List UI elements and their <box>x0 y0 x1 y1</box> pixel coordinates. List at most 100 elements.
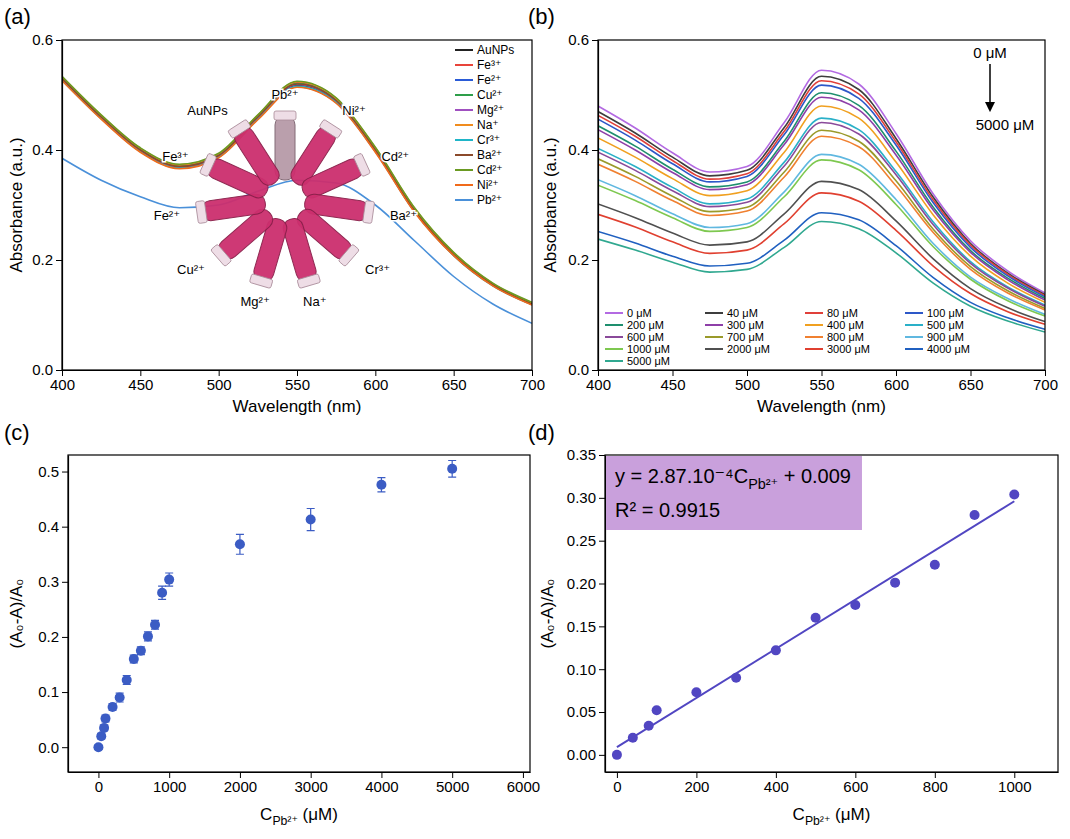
y-axis: 0.0 0.2 0.4 0.6 <box>568 31 598 378</box>
tick-mark <box>62 747 68 748</box>
legend-label: 2000 μM <box>727 343 770 355</box>
tick: 0.2 <box>568 251 598 268</box>
tick: 0.30 <box>567 489 605 506</box>
legend-entry: 0 μM <box>605 307 652 319</box>
tick-label: 0.35 <box>567 446 596 463</box>
tick-label: 400 <box>586 376 611 393</box>
tick-label: 0.2 <box>32 251 53 268</box>
x-axis: 400450500550600650700 <box>50 370 545 393</box>
legend-swatch <box>905 336 923 338</box>
tick-mark <box>592 260 598 261</box>
tick-mark <box>592 40 598 41</box>
legend-label: Cd²⁺ <box>477 163 503 177</box>
error-bar <box>165 573 173 586</box>
spectrum-line <box>62 80 532 305</box>
tick: 0.4 <box>568 141 598 158</box>
legend-entry: 300 μM <box>705 319 764 331</box>
legend-label: 300 μM <box>727 319 764 331</box>
tick-mark <box>599 455 605 456</box>
tick: 500 <box>207 370 232 393</box>
tick-label: 0.6 <box>32 31 53 48</box>
tick-label: 600 <box>363 376 388 393</box>
legend-swatch <box>905 312 923 314</box>
legend-entry: 200 μM <box>605 319 664 331</box>
tick: 0.20 <box>567 575 605 592</box>
legend-label: 100 μM <box>927 307 964 319</box>
legend-swatch <box>455 64 473 66</box>
legend-entry: 40 μM <box>705 307 758 319</box>
tick: 0.4 <box>38 518 68 535</box>
legend-label: 800 μM <box>827 331 864 343</box>
tick-label: 0.6 <box>568 31 589 48</box>
tick-label: 0.4 <box>32 141 53 158</box>
tick-label: 450 <box>128 376 153 393</box>
spectrum-line <box>62 79 532 304</box>
tick: 550 <box>809 370 834 393</box>
spectrum-line <box>598 213 1045 330</box>
tick: 600 <box>884 370 909 393</box>
y-axis-title: (A₀-A)/A₀ <box>7 579 26 649</box>
legend-label: Cu²⁺ <box>477 88 503 102</box>
tube-label: Fe³⁺ <box>162 149 188 164</box>
plot-area <box>62 76 532 323</box>
tick: 0.05 <box>567 703 605 720</box>
tube-cap <box>297 274 321 289</box>
legend-label: Na⁺ <box>477 118 499 132</box>
tick-mark <box>599 498 605 499</box>
tick-label: 1000 <box>153 778 186 795</box>
data-point <box>235 539 245 549</box>
axis-line <box>606 772 1059 773</box>
tick-mark <box>62 472 68 473</box>
legend: AuNPsFe³⁺Fe²⁺Cu²⁺Mg²⁺Na⁺Cr³⁺Ba²⁺Cd²⁺Ni²⁺… <box>455 43 514 207</box>
panel-letter: (c) <box>4 420 30 445</box>
tube-label: Pb²⁺ <box>271 87 298 102</box>
spectrum-line <box>62 77 532 303</box>
tick: 450 <box>660 370 685 393</box>
spectrum-line <box>598 118 1045 305</box>
tick: 0.35 <box>567 446 605 463</box>
legend-entry: 800 μM <box>805 331 864 343</box>
legend-label: 4000 μM <box>927 343 970 355</box>
legend-label: 200 μM <box>627 319 664 331</box>
tick-label: 550 <box>285 376 310 393</box>
tick-label: 0.0 <box>568 361 589 378</box>
error-bar <box>158 586 166 599</box>
legend-label: Fe²⁺ <box>477 73 501 87</box>
equation: y = 2.87.10⁻⁴CPb²⁺ + 0.009 <box>615 465 851 492</box>
tick: 0.0 <box>38 738 68 755</box>
legend-label: 0 μM <box>627 307 652 319</box>
tube-label: Cu²⁺ <box>177 262 205 277</box>
annotation: 5000 μM <box>976 116 1035 133</box>
tick-mark <box>62 692 68 693</box>
legend-entry: 80 μM <box>805 307 858 319</box>
tick-label: 500 <box>207 376 232 393</box>
tick-label: 500 <box>735 376 760 393</box>
spectrum-line <box>62 81 532 305</box>
legend-label: 1000 μM <box>627 343 670 355</box>
legend-entry: 900 μM <box>905 331 964 343</box>
tick: 700 <box>1033 370 1058 393</box>
y-axis-title: (A₀-A)/A₀ <box>538 579 557 649</box>
data-point <box>306 515 316 525</box>
tube-cap <box>363 200 375 223</box>
spectrum-line <box>598 181 1045 321</box>
legend-label: 5000 μM <box>627 355 670 367</box>
tube-label: Fe²⁺ <box>154 208 180 223</box>
axis-line <box>605 456 606 773</box>
legend-swatch <box>455 169 473 171</box>
tick-mark <box>62 637 68 638</box>
data-point <box>811 613 821 623</box>
data-point <box>93 742 103 752</box>
legend-swatch <box>605 312 623 314</box>
x-axis: 02004006008001000 <box>606 772 1059 795</box>
legend-entry: 5000 μM <box>605 355 670 367</box>
tick: 700 <box>520 370 545 393</box>
tube-ring: Pb²⁺Ni²⁺Cd²⁺Ba²⁺Cr³⁺Na⁺Mg²⁺Cu²⁺Fe²⁺Fe³⁺A… <box>154 87 417 310</box>
tick-label: 0.20 <box>567 575 596 592</box>
tick: 3000 <box>294 772 327 795</box>
legend: 0 μM40 μM80 μM100 μM200 μM300 μM400 μM50… <box>605 307 970 367</box>
tick: 4000 <box>365 772 398 795</box>
tick: 200 <box>684 772 709 795</box>
tube-label: AuNPs <box>187 103 228 118</box>
annotation-group: 0 μM5000 μM <box>973 44 1034 133</box>
